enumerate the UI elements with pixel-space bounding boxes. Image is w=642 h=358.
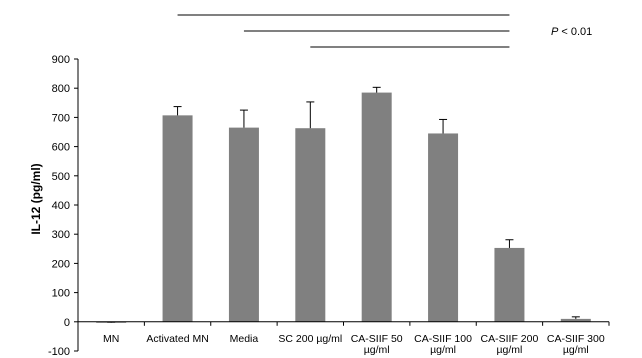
category-label: CA-SIIF 50 µg/ml [351,333,403,356]
y-tick-label: -100 [48,346,70,358]
y-tick-label: 100 [52,288,70,300]
x-axis [77,321,610,326]
bar [162,115,193,322]
y-tick-label: 600 [52,142,70,154]
significance-label: P < 0.01 [551,26,592,38]
y-tick-label: 300 [52,229,70,241]
bar [361,92,392,322]
y-axis-label: IL-12 (pg/ml) [29,163,43,234]
category-label: Media [230,333,259,345]
category-label: Activated MN [146,333,208,345]
y-tick-label: 700 [52,112,70,124]
y-tick-label: 0 [64,317,70,329]
significance-lines [177,14,510,48]
y-axis: -100 0 100 200 300 400 500 600 700 800 900 [48,54,79,358]
category-label: CA-SIIF 200 µg/ml [481,333,539,356]
y-tick-label: 800 [52,83,70,95]
category-label: MN [103,333,119,345]
bar [428,133,459,322]
category-labels: MN Activated MN Media SC 200 µg/ml CA-SIIF 5… [103,333,605,356]
category-label: CA-SIIF 300 µg/ml [547,333,605,356]
bar [560,318,591,322]
category-label: SC 200 µg/ml [278,333,342,345]
bar [494,247,525,322]
category-label: CA-SIIF 100 µg/ml [414,333,472,356]
bars [96,92,591,323]
y-tick-label: 400 [52,200,70,212]
y-tick-label: 900 [52,54,70,66]
bar [228,127,259,322]
y-tick-label: 500 [52,171,70,183]
significance-label-p: P [551,26,559,38]
bar [295,128,326,322]
significance-label-threshold: < 0.01 [558,26,592,38]
y-tick-label: 200 [52,258,70,270]
